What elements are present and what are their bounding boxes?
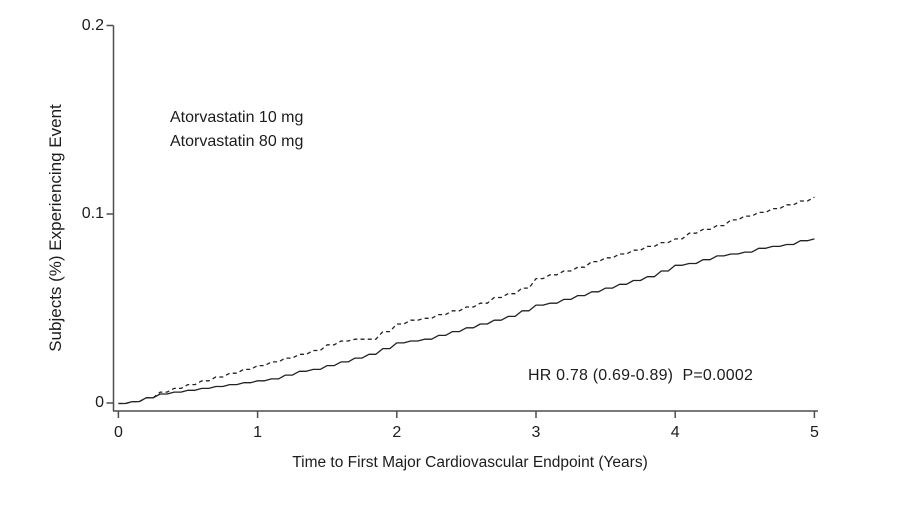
y-tick-marks xyxy=(106,24,114,404)
x-tick-label-1: 1 xyxy=(253,424,263,441)
x-tick-label-3: 3 xyxy=(531,424,541,441)
x-axis-title: Time to First Major Cardiovascular Endpo… xyxy=(292,454,648,471)
x-tick-marks xyxy=(117,411,816,418)
y-tick-label-0: 0 xyxy=(95,394,104,411)
curve-atorvastatin-10mg xyxy=(118,196,815,405)
legend-label-atorvastatin-10mg: Atorvastatin 10 mg xyxy=(170,109,304,126)
hazard-ratio-annotation: HR 0.78 (0.69-0.89) P=0.0002 xyxy=(528,367,754,384)
x-tick-label-0: 0 xyxy=(113,424,123,441)
x-tick-label-5: 5 xyxy=(809,424,819,441)
x-tick-label-2: 2 xyxy=(392,424,402,441)
x-tick-label-4: 4 xyxy=(670,424,680,441)
y-tick-label-0.2: 0.2 xyxy=(81,17,104,34)
y-tick-label-0.1: 0.1 xyxy=(81,205,104,222)
y-axis-title: Subjects (%) Experiencing Event xyxy=(46,104,65,352)
legend-label-atorvastatin-80mg: Atorvastatin 80 mg xyxy=(170,133,304,150)
curve-atorvastatin-80mg xyxy=(118,238,815,405)
